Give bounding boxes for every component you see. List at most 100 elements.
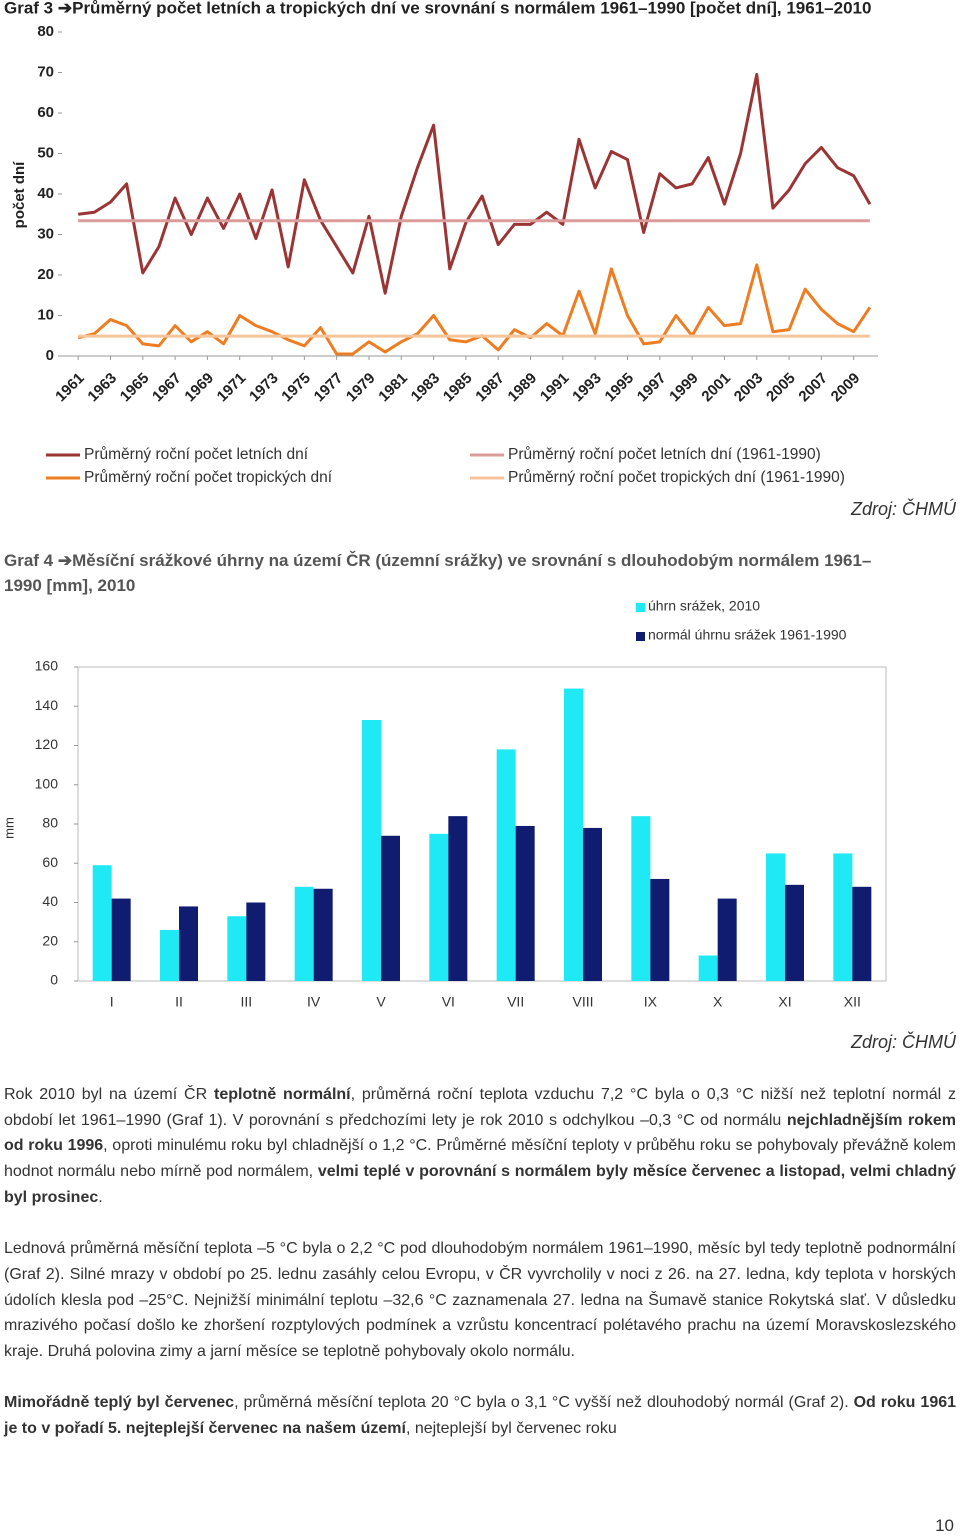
charts: Graf 3 ➔Průměrný počet letních a tropick… [1, 0, 957, 1052]
y-tick-label: 80 [37, 23, 54, 40]
y-axis-label: mm [1, 817, 16, 839]
bar [160, 929, 179, 981]
x-tick-label: X [713, 994, 723, 1010]
chart-title-box: Graf 4 ➔Měsíční srážkové úhrny na území … [4, 551, 872, 595]
bar [429, 833, 449, 981]
page-number: 10 [935, 1516, 954, 1535]
legend-label: normál úhrnu srážek 1961-1990 [648, 627, 847, 643]
bold-run: Mimořádně teplý byl červenec [4, 1394, 235, 1412]
x-tick-label: 1969 [181, 370, 217, 406]
x-tick-label: VII [507, 994, 524, 1010]
x-tick-label: 1985 [440, 370, 476, 406]
x-tick-label: I [110, 994, 114, 1010]
x-tick-label: 1961 [52, 370, 88, 406]
source: Zdroj: ČHMÚ [850, 498, 957, 519]
paragraph: Mimořádně teplý byl červenec, průměrná m… [4, 1390, 956, 1441]
bold-run: teplotně normální [214, 1086, 351, 1103]
bar [631, 816, 651, 981]
y-tick-label: 20 [37, 266, 54, 283]
text-run: , průměrná měsíční teplota 20 °C byla o … [234, 1394, 854, 1412]
x-tick-label: 1993 [569, 370, 605, 406]
y-tick-label: 140 [35, 697, 59, 713]
paragraph: Rok 2010 byl na území ČR teplotně normál… [4, 1082, 956, 1211]
bar [92, 865, 112, 981]
x-tick-label: 1963 [84, 370, 120, 406]
bold-run: nejchladnějším rokem od roku 1996 [4, 1111, 956, 1155]
legend-swatch [636, 632, 645, 641]
x-tick-label: 1997 [634, 370, 670, 406]
source: Zdroj: ČHMÚ [850, 1031, 957, 1052]
series-line [77, 263, 872, 356]
x-tick-label: 1973 [246, 370, 282, 406]
body-text: Rok 2010 byl na území ČR teplotně normál… [4, 1082, 956, 1468]
legend-swatch [636, 603, 645, 612]
x-tick-label: VIII [572, 994, 593, 1010]
x-tick-label: II [175, 994, 183, 1010]
y-tick-label: 80 [42, 815, 58, 831]
bar [294, 886, 314, 981]
bar [515, 825, 535, 981]
legend-label: Průměrný roční počet letních dní (1961-1… [508, 446, 821, 463]
x-tick-label: 1999 [666, 370, 702, 406]
y-tick-label: 30 [37, 225, 54, 242]
text-run: , oproti minulému roku byl chladnější o … [4, 1137, 956, 1181]
y-tick-label: 100 [35, 775, 59, 791]
x-tick-label: V [376, 994, 386, 1010]
text-run: , nejteplejší byl červenec roku [405, 1420, 617, 1438]
bar [496, 749, 516, 981]
x-tick-label: 2007 [795, 370, 831, 406]
bar [785, 884, 804, 981]
bar [313, 888, 333, 981]
legend-label: Průměrný roční počet tropických dní (196… [508, 469, 845, 486]
bar [650, 878, 670, 981]
series-line [77, 73, 872, 295]
bold-run: velmi teplé v porovnání s normálem byly … [4, 1163, 956, 1206]
bar [448, 816, 468, 981]
y-tick-label: 0 [46, 347, 54, 364]
bar [583, 827, 602, 981]
bar [179, 906, 198, 981]
bar [766, 853, 785, 981]
bold-run: Od roku 1961 je to v pořadí 5. nejteplej… [4, 1394, 957, 1438]
chart-title: Graf 3 ➔Průměrný počet letních a tropick… [4, 0, 871, 17]
x-tick-label: 1983 [408, 370, 444, 406]
bar [111, 898, 131, 981]
x-tick-label: 2009 [828, 370, 864, 406]
y-tick-label: 120 [35, 736, 59, 752]
x-tick-label: 1965 [117, 370, 153, 406]
y-tick-label: 50 [37, 144, 54, 161]
x-tick-label: III [240, 994, 252, 1010]
x-tick-label: 1971 [214, 370, 250, 406]
y-axis-label: počet dní [11, 161, 28, 228]
x-tick-label: 2003 [731, 370, 767, 406]
text-run: , průměrná roční teplota vzduchu 7,2 °C … [4, 1086, 957, 1129]
legend-label: Průměrný roční počet tropických dní [84, 469, 333, 486]
y-tick-label: 60 [42, 854, 58, 870]
plot-frame [77, 666, 887, 982]
legend-label: Průměrný roční počet letních dní [84, 446, 309, 463]
bar [833, 853, 853, 981]
bar [381, 835, 400, 981]
chart-title: Graf 4 ➔Měsíční srážkové úhrny na území … [4, 551, 872, 595]
x-tick-label: 1967 [149, 370, 185, 406]
x-tick-label: 2001 [698, 370, 734, 406]
y-tick-label: 160 [35, 658, 59, 674]
x-tick-label: 1995 [602, 370, 638, 406]
x-tick-label: 1989 [505, 370, 541, 406]
legend-label: úhrn srážek, 2010 [648, 598, 760, 614]
y-tick-label: 70 [37, 63, 54, 80]
text-run: . [98, 1188, 103, 1206]
bar [717, 898, 737, 981]
paragraph: Lednová průměrná měsíční teplota –5 °C b… [4, 1236, 956, 1365]
x-tick-label: 2005 [763, 370, 799, 406]
x-tick-label: 1977 [311, 370, 347, 406]
x-tick-label: IV [307, 994, 321, 1010]
text-run: Rok 2010 byl na území ČR [4, 1086, 214, 1103]
x-tick-label: XI [778, 994, 791, 1010]
x-tick-label: VI [442, 994, 455, 1010]
x-tick-label: XII [844, 994, 861, 1010]
x-tick-label: 1981 [375, 370, 411, 406]
y-tick-label: 0 [50, 972, 58, 988]
x-tick-label: IX [644, 994, 658, 1010]
